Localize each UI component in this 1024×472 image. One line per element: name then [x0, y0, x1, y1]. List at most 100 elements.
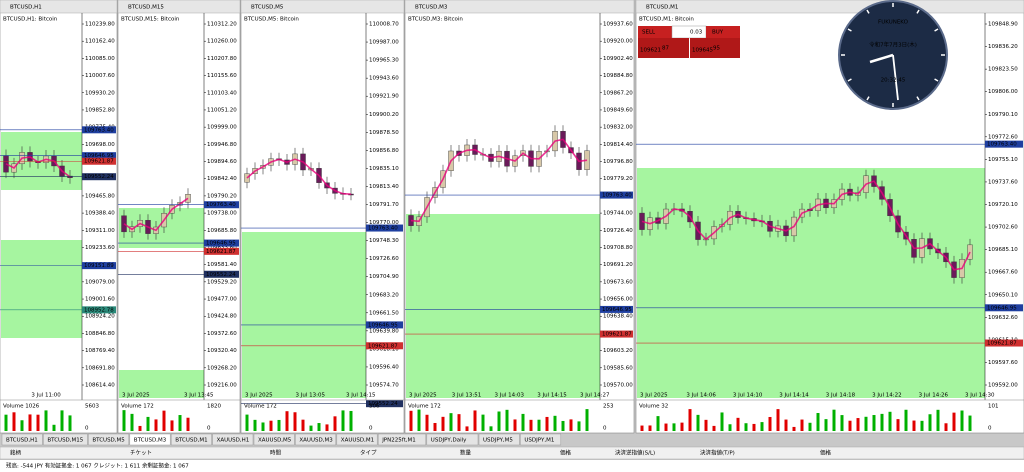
volume-bar — [325, 424, 329, 431]
tab-label[interactable]: XAUUSD,H1 — [217, 438, 250, 444]
price-label: 109894.60 — [207, 159, 237, 165]
price-label: 109726.40 — [603, 228, 633, 234]
tab-label[interactable]: BTCUSD,M5 — [92, 438, 125, 444]
date-label: 3 Jul 2025 — [245, 393, 273, 399]
volume-bar — [840, 415, 844, 431]
tab-label[interactable]: XAUUSD,M1 — [341, 438, 374, 444]
volume-bar — [944, 423, 948, 431]
price-label: 109702.60 — [988, 225, 1018, 231]
title-bar — [404, 0, 635, 14]
volume-bar — [760, 422, 764, 431]
volume-bar — [28, 414, 32, 431]
volume-bar — [864, 416, 868, 431]
volume-bar — [577, 421, 581, 431]
tab[interactable] — [88, 433, 130, 446]
volume-bar — [856, 418, 860, 431]
price-marker — [985, 140, 1023, 148]
sell-button[interactable] — [638, 26, 672, 38]
volume-axis-label: 0 — [369, 426, 373, 432]
tab[interactable] — [336, 433, 378, 446]
volume-bar — [349, 410, 353, 431]
tab[interactable] — [377, 433, 427, 446]
volume-bar — [12, 412, 16, 431]
volume-bar — [122, 410, 126, 431]
tab-label[interactable]: BTCUSD,M1 — [175, 438, 207, 444]
trade-panel: SELL 0.03 BUY 109621 87 109645 95 — [638, 25, 740, 58]
tab[interactable] — [170, 433, 212, 446]
price-marker-label: 109621.87 — [987, 341, 1017, 347]
price-marker — [82, 157, 116, 165]
volume-bar — [269, 420, 273, 431]
price-label: 108769.40 — [85, 348, 115, 354]
sell-label[interactable]: SELL — [642, 30, 656, 36]
column-header: 決済逆指値(S/L) — [615, 449, 655, 457]
tab-label[interactable]: XAUUSD,M5 — [258, 438, 292, 444]
date-label: 3 Jul 2025 — [122, 393, 150, 399]
volume-bar — [808, 422, 812, 431]
price-label: 109835.10 — [369, 166, 399, 172]
status-row — [0, 460, 1024, 472]
volume-bar — [752, 423, 756, 431]
moving-average — [246, 158, 352, 195]
hour-hand — [869, 53, 894, 64]
price-label: 109790.20 — [207, 193, 237, 199]
price-label: 109849.60 — [603, 107, 633, 113]
bid-pips: 87 — [662, 46, 669, 52]
tab[interactable] — [1, 433, 43, 446]
tab-label[interactable]: USDJPY,Daily — [431, 438, 467, 444]
tab-label[interactable]: USDJPY,M5 — [483, 438, 513, 444]
tab-label[interactable]: USDJPY,M1 — [524, 438, 554, 444]
price-label: 109867.20 — [603, 90, 633, 96]
window-title: BTCUSD,M5 — [251, 5, 284, 11]
volume-bar — [880, 413, 884, 431]
price-label: 109585.60 — [603, 365, 633, 371]
volume-bar — [912, 420, 916, 431]
volume-bar — [433, 422, 437, 431]
price-marker — [204, 270, 239, 278]
tab[interactable] — [253, 433, 295, 446]
bid-box — [638, 38, 689, 58]
tab-label[interactable]: XAUUSD,M3 — [299, 438, 333, 444]
volume-bar — [513, 419, 517, 431]
tab-label[interactable]: BTCUSD,H1 — [6, 438, 38, 444]
price-label: 109683.20 — [369, 292, 399, 298]
price-marker — [204, 201, 239, 209]
tab-label[interactable]: JPN225ft,M1 — [381, 438, 416, 444]
price-label: 109856.80 — [369, 148, 399, 154]
tab[interactable] — [129, 433, 171, 446]
tab-label[interactable]: BTCUSD,M15 — [47, 438, 83, 444]
ask-box — [690, 38, 740, 58]
volume-bar — [585, 409, 589, 431]
tab-label[interactable]: BTCUSD,M3 — [134, 438, 167, 444]
volume-bar — [784, 419, 788, 431]
buy-label[interactable]: BUY — [712, 30, 724, 36]
volume-axis-label: 0 — [207, 426, 211, 432]
chart-label: BTCUSD,M1: Bitcoin — [639, 17, 694, 23]
date-label: 3 Jul 14:03 — [495, 393, 525, 399]
tab[interactable] — [43, 433, 88, 446]
tab[interactable] — [478, 433, 520, 446]
tab[interactable] — [426, 433, 479, 446]
chart-label: BTCUSD,M15: Bitcoin — [121, 17, 180, 23]
chart-label: BTCUSD,H1: Bitcoin — [3, 17, 58, 23]
price-label: 109704.90 — [369, 274, 399, 280]
tab[interactable] — [212, 433, 254, 446]
date-label: 3 Jul 13:51 — [452, 393, 481, 399]
volume-bar — [640, 425, 644, 431]
lot-value[interactable]: 0.03 — [690, 30, 703, 36]
volume-bar — [672, 423, 676, 431]
buy-button[interactable] — [706, 26, 740, 38]
price-label: 109661.50 — [369, 310, 399, 316]
price-label: 109823.50 — [988, 67, 1018, 73]
date-label: 3 Jul 11:00 — [31, 393, 61, 399]
tab[interactable] — [295, 433, 337, 446]
tab[interactable] — [520, 433, 562, 446]
volume-bar — [186, 417, 190, 431]
title-bar — [635, 0, 1024, 14]
volume-bar — [317, 423, 321, 431]
price-label: 109632.60 — [988, 315, 1018, 321]
volume-axis-label: 253 — [603, 404, 614, 410]
price-label: 109477.00 — [207, 297, 237, 303]
volume-bar — [800, 419, 804, 431]
price-label: 110312.20 — [207, 22, 237, 28]
